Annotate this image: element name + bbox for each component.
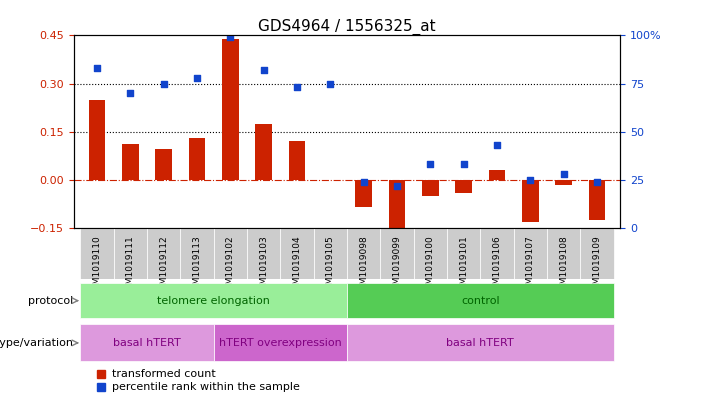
Text: GSM1019103: GSM1019103 [259, 235, 268, 296]
FancyBboxPatch shape [81, 228, 114, 279]
Text: GSM1019104: GSM1019104 [292, 235, 301, 296]
Point [91, 65, 102, 71]
Point [358, 178, 369, 185]
Text: GSM1019108: GSM1019108 [559, 235, 569, 296]
Text: GSM1019110: GSM1019110 [93, 235, 102, 296]
FancyBboxPatch shape [347, 324, 613, 362]
Bar [522, 180, 538, 222]
Text: protocol: protocol [28, 296, 74, 306]
Text: GSM1019112: GSM1019112 [159, 235, 168, 296]
Bar [122, 145, 139, 180]
FancyBboxPatch shape [180, 228, 214, 279]
FancyBboxPatch shape [313, 228, 347, 279]
Bar [456, 180, 472, 193]
Text: GSM1019109: GSM1019109 [592, 235, 601, 296]
FancyBboxPatch shape [514, 228, 547, 279]
Point [491, 142, 503, 148]
Text: GSM1019101: GSM1019101 [459, 235, 468, 296]
Point [391, 182, 402, 189]
Text: telomere elongation: telomere elongation [157, 296, 270, 306]
FancyBboxPatch shape [247, 228, 280, 279]
FancyBboxPatch shape [81, 283, 347, 318]
Bar [355, 180, 372, 207]
Text: GSM1019111: GSM1019111 [125, 235, 135, 296]
FancyBboxPatch shape [580, 228, 613, 279]
Bar [422, 180, 439, 196]
Point [325, 80, 336, 86]
Bar [388, 180, 405, 236]
Point [458, 161, 469, 167]
Text: basal hTERT: basal hTERT [113, 338, 181, 348]
Text: GSM1019105: GSM1019105 [326, 235, 335, 296]
Point [125, 90, 136, 96]
Bar [555, 180, 572, 185]
Title: GDS4964 / 1556325_at: GDS4964 / 1556325_at [258, 19, 436, 35]
FancyBboxPatch shape [447, 228, 480, 279]
Bar [189, 138, 205, 180]
FancyBboxPatch shape [480, 228, 514, 279]
Text: hTERT overexpression: hTERT overexpression [219, 338, 341, 348]
Point [258, 67, 269, 73]
Text: GSM1019106: GSM1019106 [493, 235, 501, 296]
Text: transformed count: transformed count [112, 369, 216, 379]
Text: GSM1019102: GSM1019102 [226, 235, 235, 296]
Point [592, 178, 603, 185]
Bar [222, 39, 238, 180]
Text: control: control [461, 296, 500, 306]
Point [558, 171, 569, 177]
FancyBboxPatch shape [381, 228, 414, 279]
Point [191, 75, 203, 81]
FancyBboxPatch shape [280, 228, 313, 279]
Point [225, 34, 236, 40]
FancyBboxPatch shape [214, 324, 347, 362]
Text: GSM1019100: GSM1019100 [426, 235, 435, 296]
Text: percentile rank within the sample: percentile rank within the sample [112, 382, 300, 393]
Bar [589, 180, 606, 220]
Text: basal hTERT: basal hTERT [447, 338, 515, 348]
Bar [489, 170, 505, 180]
FancyBboxPatch shape [81, 324, 214, 362]
Point [525, 176, 536, 183]
Text: GSM1019098: GSM1019098 [359, 235, 368, 296]
Text: GSM1019099: GSM1019099 [393, 235, 402, 296]
FancyBboxPatch shape [214, 228, 247, 279]
FancyBboxPatch shape [114, 228, 147, 279]
FancyBboxPatch shape [547, 228, 580, 279]
Text: GSM1019107: GSM1019107 [526, 235, 535, 296]
FancyBboxPatch shape [414, 228, 447, 279]
Text: genotype/variation: genotype/variation [0, 338, 74, 348]
FancyBboxPatch shape [347, 228, 381, 279]
Bar [88, 99, 105, 180]
FancyBboxPatch shape [147, 228, 180, 279]
Bar [255, 124, 272, 180]
Point [158, 80, 169, 86]
Point [292, 84, 303, 90]
Bar [289, 141, 306, 180]
FancyBboxPatch shape [347, 283, 613, 318]
Point [425, 161, 436, 167]
Text: GSM1019113: GSM1019113 [193, 235, 201, 296]
Bar [156, 149, 172, 180]
